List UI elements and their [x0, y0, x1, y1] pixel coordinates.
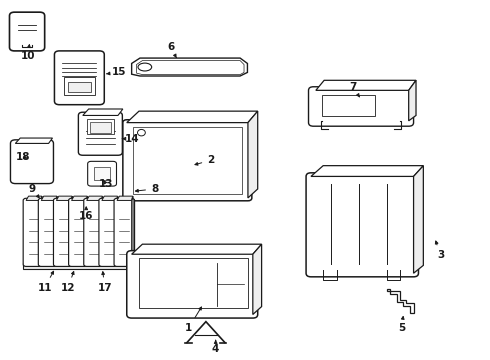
Bar [133, 127, 242, 194]
Polygon shape [316, 80, 416, 90]
Polygon shape [132, 244, 262, 254]
Text: 10: 10 [20, 45, 35, 61]
FancyBboxPatch shape [10, 140, 53, 184]
Text: 14: 14 [122, 134, 140, 144]
FancyBboxPatch shape [88, 161, 117, 186]
Polygon shape [72, 196, 87, 201]
Text: 15: 15 [106, 67, 127, 77]
Polygon shape [15, 138, 52, 143]
Polygon shape [56, 196, 72, 201]
FancyBboxPatch shape [54, 51, 104, 105]
FancyBboxPatch shape [114, 198, 135, 266]
Ellipse shape [149, 281, 178, 302]
Polygon shape [132, 58, 247, 76]
Polygon shape [409, 80, 416, 121]
FancyBboxPatch shape [23, 198, 44, 266]
Polygon shape [83, 109, 123, 116]
Text: 11: 11 [37, 271, 53, 293]
Polygon shape [87, 196, 102, 201]
Ellipse shape [138, 130, 146, 136]
Text: 17: 17 [98, 272, 112, 293]
Polygon shape [253, 244, 262, 315]
Bar [139, 258, 248, 308]
Text: 18: 18 [15, 152, 30, 162]
Polygon shape [102, 196, 118, 201]
Polygon shape [101, 196, 103, 264]
Text: 6: 6 [167, 42, 176, 58]
Ellipse shape [138, 63, 152, 71]
FancyBboxPatch shape [69, 198, 89, 266]
Polygon shape [127, 111, 258, 123]
Polygon shape [86, 196, 88, 264]
Bar [322, 95, 374, 116]
Text: 5: 5 [398, 316, 405, 333]
FancyBboxPatch shape [306, 173, 418, 277]
FancyBboxPatch shape [84, 198, 104, 266]
Bar [87, 119, 114, 135]
Polygon shape [117, 196, 118, 264]
FancyBboxPatch shape [127, 251, 258, 318]
Bar [94, 167, 110, 180]
Text: 2: 2 [195, 155, 215, 165]
Polygon shape [311, 166, 423, 176]
Polygon shape [387, 289, 414, 314]
Ellipse shape [336, 253, 344, 261]
Polygon shape [248, 111, 258, 198]
Polygon shape [26, 196, 42, 201]
Text: 4: 4 [212, 341, 220, 354]
Text: 9: 9 [29, 184, 39, 198]
Text: 3: 3 [435, 241, 444, 260]
Polygon shape [41, 196, 42, 264]
Polygon shape [117, 196, 133, 201]
Bar [68, 82, 91, 92]
Polygon shape [56, 196, 57, 264]
Text: 8: 8 [135, 184, 158, 194]
Text: 1: 1 [185, 307, 201, 333]
Text: 7: 7 [349, 82, 360, 97]
Ellipse shape [154, 284, 173, 298]
Text: 12: 12 [61, 271, 75, 293]
FancyBboxPatch shape [78, 112, 122, 155]
FancyBboxPatch shape [309, 87, 414, 126]
Polygon shape [41, 196, 57, 201]
FancyBboxPatch shape [123, 120, 252, 201]
FancyBboxPatch shape [38, 198, 59, 266]
Text: 13: 13 [98, 179, 113, 189]
Text: 16: 16 [79, 207, 94, 221]
FancyBboxPatch shape [9, 12, 45, 51]
Polygon shape [414, 166, 423, 273]
Bar [90, 122, 111, 133]
FancyBboxPatch shape [99, 198, 120, 266]
Polygon shape [132, 196, 133, 264]
Bar [23, 263, 138, 269]
FancyBboxPatch shape [53, 198, 74, 266]
Polygon shape [71, 196, 73, 264]
Bar [64, 77, 95, 95]
